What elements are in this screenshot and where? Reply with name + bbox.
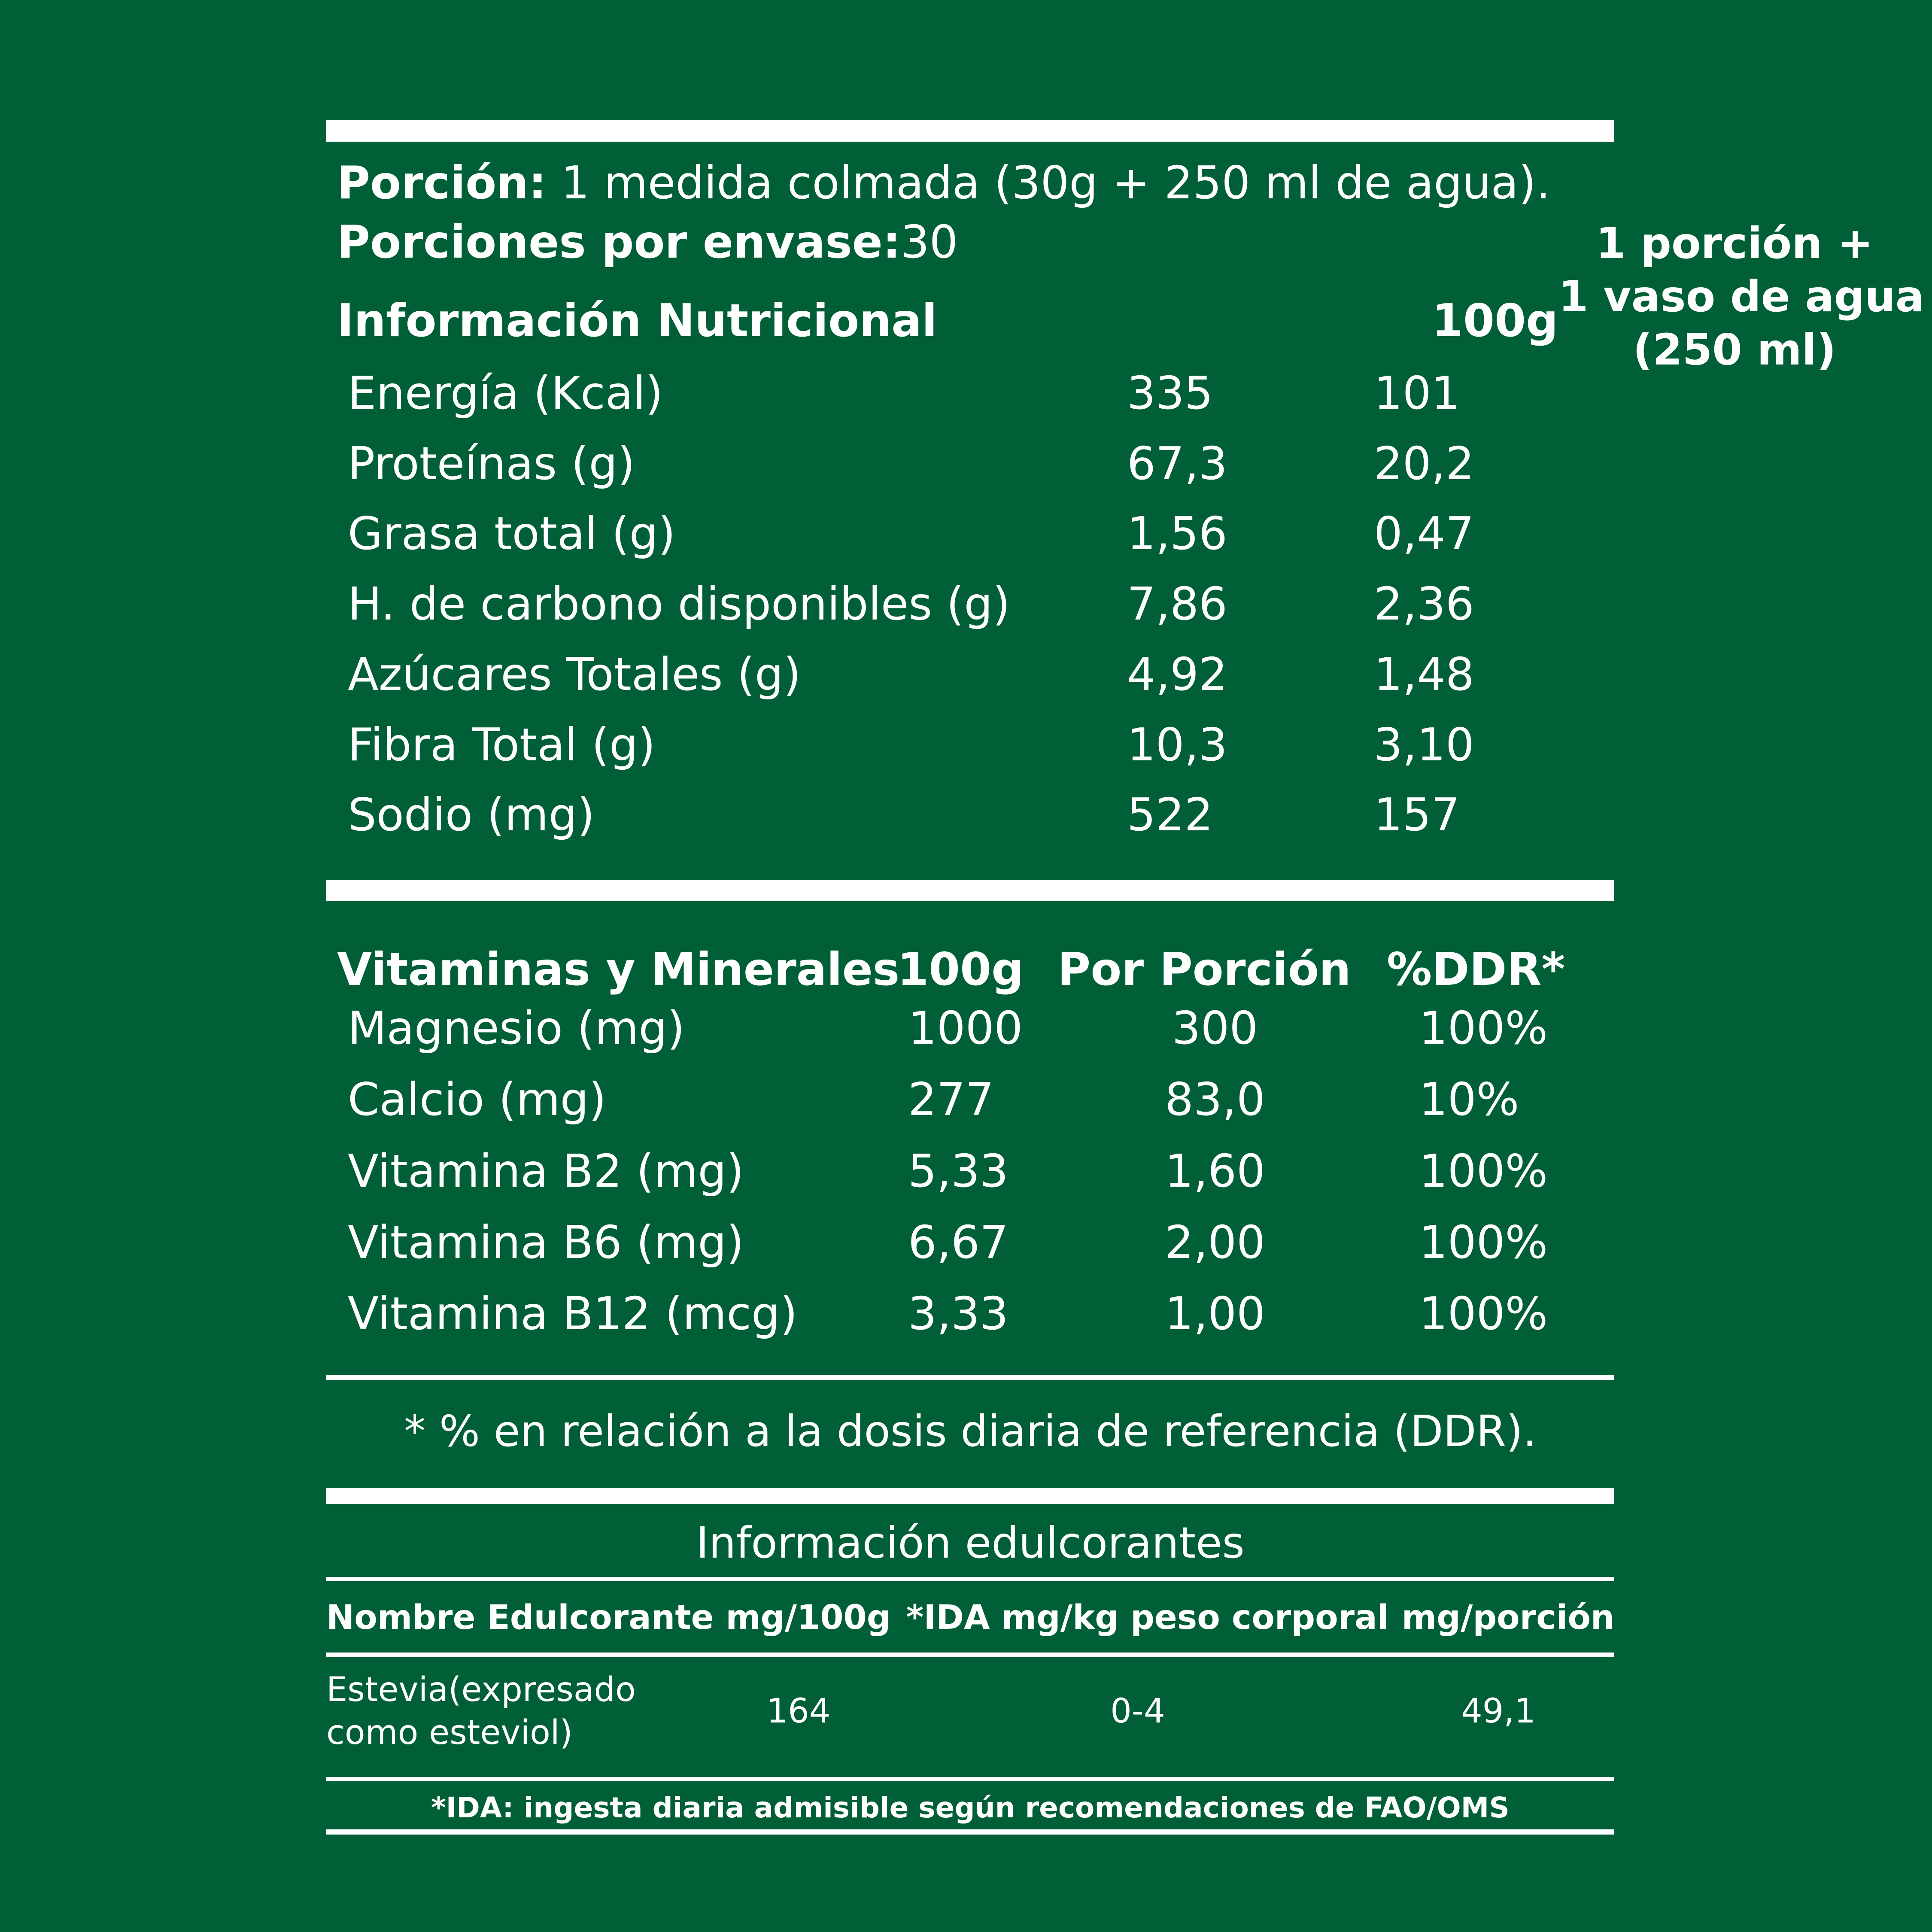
vitamin-label: Calcio (mg) xyxy=(348,1073,607,1126)
serving-size-line: Porción: 1 medida colmada (30g + 250 ml … xyxy=(326,155,1625,210)
sweetener-name-line2: como esteviol) xyxy=(326,1713,573,1752)
sweetener-row-estevia: Estevia(expresado como esteviol) 164 0-4… xyxy=(326,1668,1614,1754)
label-sheet: Porción: 1 medida colmada (30g + 250 ml … xyxy=(326,0,1924,1932)
main-table-title: Información Nutricional xyxy=(337,295,937,347)
nutrient-row-sodio: Sodio (mg) 522 157 xyxy=(326,787,1636,842)
nutrient-value-100g: 10,3 xyxy=(1127,719,1227,771)
ddr-footnote: * % en relación a la dosis diaria de ref… xyxy=(404,1406,1537,1456)
sweetener-ida-header: *IDA mg/kg peso corporal xyxy=(906,1598,1389,1637)
nutrient-label: Proteínas (g) xyxy=(348,437,635,490)
sweeteners-section-title: Información edulcorantes xyxy=(696,1518,1245,1568)
thin-divider-below-sweeteners-header xyxy=(326,1653,1614,1657)
vitamin-value-portion: 1,00 xyxy=(1165,1288,1265,1340)
vitamins-col-100g-header: 100g xyxy=(897,943,1024,996)
ida-footnote: *IDA: ingesta diaria admisible según rec… xyxy=(431,1791,1510,1824)
nutrient-value-portion: 3,10 xyxy=(1374,719,1474,771)
vitamin-value-ddr: 100% xyxy=(1419,1288,1548,1340)
servings-per-container-line: Porciones por envase:30 xyxy=(326,215,1625,270)
vitamin-value-100g: 5,33 xyxy=(908,1145,1009,1197)
vitamin-value-portion: 300 xyxy=(1172,1002,1258,1054)
nutrient-value-portion: 157 xyxy=(1374,789,1460,841)
nutrient-label: Fibra Total (g) xyxy=(348,719,656,771)
nutrient-row-energia: Energía (Kcal) 335 101 xyxy=(326,366,1636,421)
nutrient-value-100g: 1,56 xyxy=(1127,507,1227,560)
vitamin-row-b2: Vitamina B2 (mg) 5,33 1,60 100% xyxy=(326,1144,1636,1199)
sweetener-value-mgportion: 49,1 xyxy=(1461,1692,1536,1731)
servings-per-container-value: 30 xyxy=(900,216,958,268)
nutrient-label: Energía (Kcal) xyxy=(348,367,663,419)
nutrient-value-portion: 0,47 xyxy=(1374,507,1474,560)
vitamin-value-100g: 277 xyxy=(908,1073,994,1126)
vitamin-row-b6: Vitamina B6 (mg) 6,67 2,00 100% xyxy=(326,1215,1636,1270)
sweetener-value-mg100g: 164 xyxy=(766,1692,831,1731)
vitamin-value-portion: 1,60 xyxy=(1165,1145,1265,1197)
nutrient-value-100g: 522 xyxy=(1127,789,1213,841)
vitamin-value-ddr: 100% xyxy=(1419,1145,1548,1197)
top-separator-bar xyxy=(326,120,1614,142)
sweetener-name: Estevia(expresado como esteviol) xyxy=(326,1668,704,1754)
nutrient-value-100g: 4,92 xyxy=(1127,648,1227,701)
nutrient-value-portion: 101 xyxy=(1374,367,1460,419)
nutrient-row-fibra: Fibra Total (g) 10,3 3,10 xyxy=(326,717,1636,772)
vitamin-row-b12: Vitamina B12 (mcg) 3,33 1,00 100% xyxy=(326,1286,1636,1341)
main-table-col-portion-header: 1 porción + 1 vaso de agua (250 ml) xyxy=(1558,217,1925,377)
sweetener-name-line1: Estevia(expresado xyxy=(326,1671,636,1709)
vitamin-value-portion: 83,0 xyxy=(1165,1073,1265,1126)
servings-per-container-label: Porciones por envase: xyxy=(337,216,901,268)
nutrient-row-proteinas: Proteínas (g) 67,3 20,2 xyxy=(326,436,1636,491)
sweetener-mgportion-header: mg/porción xyxy=(1401,1598,1615,1637)
vitamin-row-calcio: Calcio (mg) 277 83,0 10% xyxy=(326,1072,1636,1127)
portion-header-line2: 1 vaso de agua xyxy=(1558,271,1925,322)
nutrient-row-grasa: Grasa total (g) 1,56 0,47 xyxy=(326,506,1636,561)
vitamin-value-100g: 6,67 xyxy=(908,1216,1009,1269)
nutrient-value-portion: 20,2 xyxy=(1374,437,1474,490)
vitamins-header-row: Vitaminas y Minerales 100g Por Porción %… xyxy=(326,942,1625,997)
bottom-closing-line xyxy=(326,1829,1614,1835)
vitamin-label: Vitamina B6 (mg) xyxy=(348,1216,744,1269)
nutrient-row-carbohidratos: H. de carbono disponibles (g) 7,86 2,36 xyxy=(326,577,1636,632)
thin-divider-above-ida-note xyxy=(326,1777,1614,1781)
nutrient-row-azucares: Azúcares Totales (g) 4,92 1,48 xyxy=(326,647,1636,702)
nutrient-label: H. de carbono disponibles (g) xyxy=(348,578,1011,630)
main-table-col-100g-header: 100g xyxy=(1432,295,1558,347)
vitamin-value-100g: 1000 xyxy=(908,1002,1023,1054)
thin-divider-below-sweeteners-title xyxy=(326,1577,1614,1581)
vitamin-label: Magnesio (mg) xyxy=(348,1002,685,1054)
nutrient-label: Azúcares Totales (g) xyxy=(348,648,801,701)
nutrient-label: Grasa total (g) xyxy=(348,507,676,560)
sweetener-value-ida: 0-4 xyxy=(1110,1692,1165,1731)
portion-header-line3: (250 ml) xyxy=(1633,325,1836,375)
nutrient-value-100g: 67,3 xyxy=(1127,437,1227,490)
vitamin-value-ddr: 100% xyxy=(1419,1002,1548,1054)
sweeteners-header-row: Nombre Edulcorante mg/100g *IDA mg/kg pe… xyxy=(326,1598,1614,1637)
nutrient-value-portion: 1,48 xyxy=(1374,648,1474,701)
vitamin-row-magnesio: Magnesio (mg) 1000 300 100% xyxy=(326,1001,1636,1056)
serving-size-value: 1 medida colmada (30g + 250 ml de agua). xyxy=(546,157,1551,209)
sweetener-mg100g-header: mg/100g xyxy=(726,1598,891,1637)
nutrient-value-100g: 7,86 xyxy=(1127,578,1227,630)
vitamin-value-portion: 2,00 xyxy=(1165,1216,1265,1269)
sweetener-name-header: Nombre Edulcorante xyxy=(326,1598,714,1637)
vitamins-table-title: Vitaminas y Minerales xyxy=(337,943,900,996)
vitamins-col-portion-header: Por Porción xyxy=(1057,943,1351,996)
sweeteners-separator-bar xyxy=(326,1488,1614,1504)
serving-size-label: Porción: xyxy=(337,157,547,209)
vitamin-value-100g: 3,33 xyxy=(908,1288,1009,1340)
vitamin-label: Vitamina B12 (mcg) xyxy=(348,1288,798,1340)
middle-separator-bar xyxy=(326,880,1614,901)
nutrient-value-100g: 335 xyxy=(1127,367,1213,419)
vitamins-col-ddr-header: %DDR* xyxy=(1387,943,1565,996)
portion-header-line1: 1 porción + xyxy=(1595,218,1874,268)
nutrient-value-portion: 2,36 xyxy=(1374,578,1474,630)
thin-divider-above-ddr-note xyxy=(326,1375,1614,1380)
vitamin-value-ddr: 100% xyxy=(1419,1216,1548,1269)
nutrient-label: Sodio (mg) xyxy=(348,789,595,841)
vitamin-value-ddr: 10% xyxy=(1419,1073,1519,1126)
vitamin-label: Vitamina B2 (mg) xyxy=(348,1145,744,1197)
